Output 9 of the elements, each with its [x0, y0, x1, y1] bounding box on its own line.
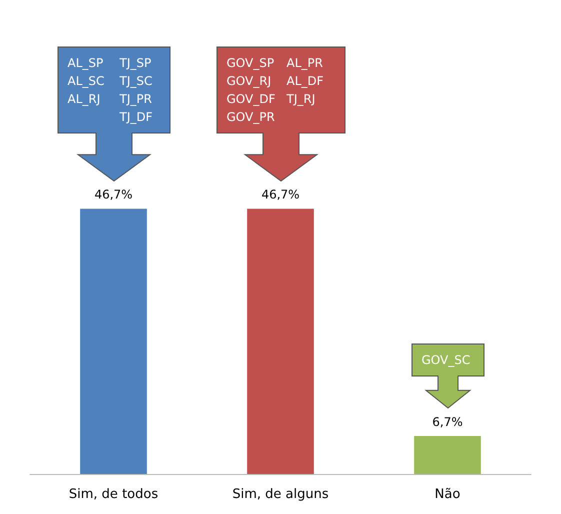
- x-tick-label: Sim, de alguns: [232, 487, 329, 502]
- data-label: 6,7%: [432, 414, 463, 429]
- x-tick-label: Não: [434, 487, 460, 502]
- text: GOV_SP GOV_RJ GOV_DF GOV_PR AL_PR AL_DF TJ_RJ: [226, 56, 324, 124]
- annotation: GOV_SC: [422, 352, 470, 369]
- data-label: 46,7%: [261, 188, 300, 202]
- data-label: 46,7%: [94, 188, 133, 202]
- text: AL_SP AL_SC AL_RJ TJ_SP TJ_SC TJ_PR TJ_DF: [68, 56, 153, 124]
- x-tick-label: Sim, de todos: [68, 487, 158, 502]
